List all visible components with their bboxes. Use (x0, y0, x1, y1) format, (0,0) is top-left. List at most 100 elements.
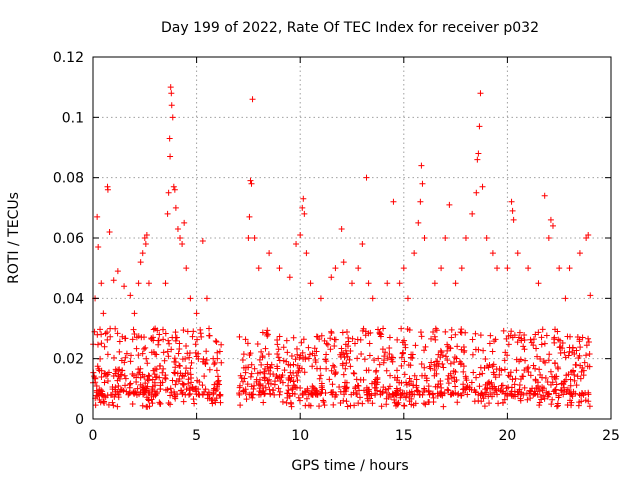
data-point (576, 250, 583, 257)
data-point (404, 295, 411, 302)
data-point (469, 351, 476, 358)
data-point (457, 361, 464, 368)
data-point (146, 373, 153, 380)
data-point (344, 343, 351, 350)
data-point (149, 376, 156, 383)
data-point (414, 387, 421, 394)
data-point (355, 265, 362, 272)
data-point (475, 150, 482, 157)
data-point (111, 354, 118, 361)
data-point (166, 135, 173, 142)
data-point (203, 295, 210, 302)
data-point (131, 310, 138, 317)
data-point (167, 401, 174, 408)
data-point (459, 389, 466, 396)
data-point (104, 186, 111, 193)
data-point (442, 235, 449, 241)
data-point (418, 333, 425, 340)
data-point (399, 350, 406, 357)
data-point (489, 363, 496, 370)
data-point (276, 357, 283, 364)
data-point (501, 357, 508, 364)
data-point (380, 359, 387, 366)
data-point (496, 371, 503, 378)
data-point (94, 213, 101, 220)
data-point (186, 350, 193, 357)
data-point (368, 380, 375, 387)
data-point (371, 357, 378, 364)
data-point (214, 373, 221, 380)
x-tick-label: 0 (89, 428, 98, 444)
data-point (549, 396, 556, 403)
data-point (186, 391, 193, 398)
data-point (183, 265, 190, 272)
data-point (357, 336, 364, 343)
y-tick-label: 0.12 (53, 50, 84, 66)
data-point (505, 341, 512, 348)
data-point (100, 310, 107, 317)
data-point (298, 339, 305, 346)
data-point (279, 398, 286, 405)
data-point (274, 350, 281, 357)
data-point (586, 363, 593, 370)
data-point (98, 280, 105, 287)
data-point (524, 365, 531, 372)
data-point (131, 331, 138, 338)
data-point (300, 336, 307, 343)
data-point (331, 364, 338, 371)
data-point (428, 335, 435, 342)
data-point (508, 198, 515, 205)
data-point (567, 376, 574, 383)
data-points (90, 84, 594, 410)
data-point (476, 371, 483, 378)
data-point (217, 399, 224, 406)
data-point (495, 400, 502, 407)
data-point (127, 380, 134, 387)
data-point (442, 328, 449, 335)
data-point (346, 356, 353, 363)
data-point (504, 265, 511, 272)
data-point (171, 355, 178, 362)
data-point (323, 340, 330, 347)
data-point (480, 347, 487, 354)
data-point (218, 359, 225, 366)
data-point (153, 373, 160, 380)
data-point (395, 399, 402, 406)
data-point (472, 330, 479, 337)
data-point (530, 336, 537, 343)
data-point (583, 352, 590, 359)
data-point (458, 346, 465, 353)
data-point (545, 357, 552, 364)
data-point (255, 380, 262, 387)
data-point (365, 367, 372, 374)
data-point (511, 388, 518, 395)
data-point (247, 350, 254, 357)
data-point (401, 358, 408, 365)
data-point (494, 391, 501, 398)
data-point (328, 389, 335, 396)
data-point (546, 391, 553, 398)
data-point (104, 336, 111, 343)
data-point (451, 359, 458, 366)
data-point (249, 394, 256, 401)
data-point (344, 353, 351, 360)
data-point (448, 326, 455, 333)
data-point (317, 295, 324, 302)
data-point (382, 349, 389, 356)
data-point (119, 333, 126, 340)
data-point (530, 342, 537, 349)
data-point (122, 354, 129, 361)
data-point (557, 386, 564, 393)
data-point (133, 392, 140, 399)
data-point (522, 357, 529, 364)
data-point (509, 207, 516, 214)
data-point (440, 364, 447, 371)
data-point (100, 398, 107, 405)
data-point (343, 359, 350, 366)
data-point (145, 280, 152, 287)
data-point (303, 250, 310, 257)
data-point (157, 362, 164, 369)
data-point (406, 375, 413, 382)
data-point (587, 292, 594, 299)
data-point (512, 393, 519, 400)
